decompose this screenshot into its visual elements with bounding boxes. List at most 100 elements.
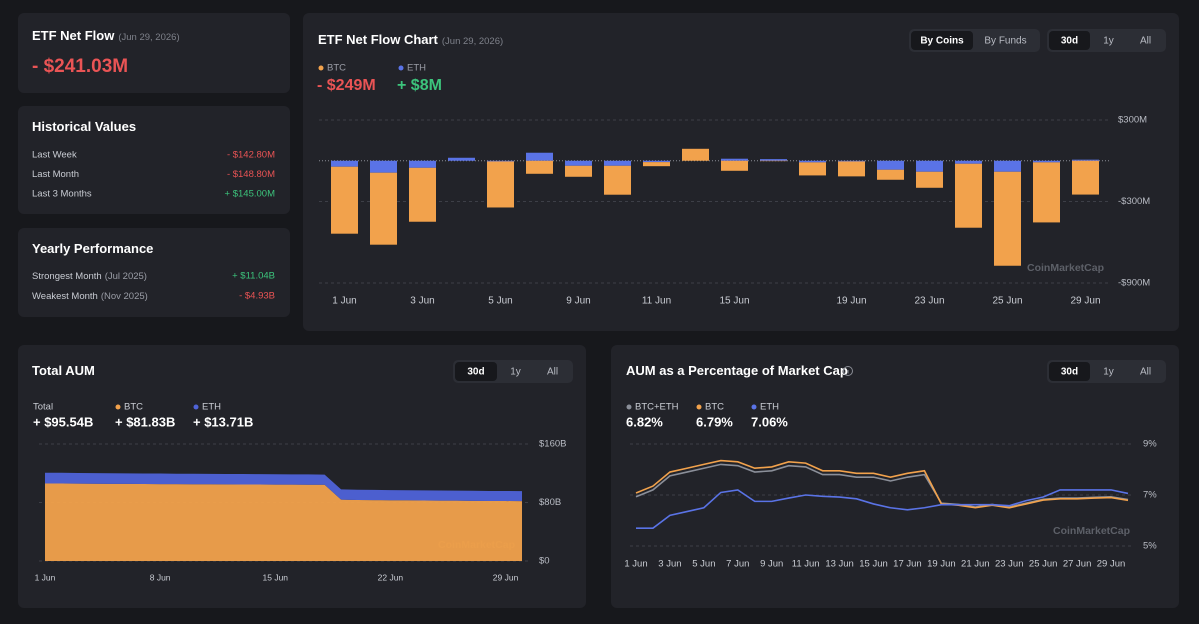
legend-value: 6.82%	[626, 414, 663, 429]
legend-label: Total	[33, 402, 53, 413]
bar-segment	[565, 165, 592, 177]
toggle-button[interactable]: 30d	[467, 367, 484, 378]
row-value: - $4.93B	[239, 291, 275, 302]
legend-dot	[318, 65, 324, 71]
x-tick-label: 5 Jun	[488, 296, 512, 307]
x-tick-label: 13 Jun	[825, 559, 854, 570]
bar-segment	[994, 171, 1021, 266]
bar-segment	[565, 160, 592, 166]
legend-dot	[115, 404, 121, 410]
bar-segment	[877, 169, 904, 180]
watermark: CoinMarketCap	[1027, 262, 1104, 274]
area	[45, 483, 522, 561]
row-label: Last 3 Months	[32, 189, 92, 200]
legend-label: BTC	[705, 402, 724, 413]
x-tick-label: 9 Jun	[760, 559, 783, 570]
x-tick-label: 19 Jun	[927, 559, 956, 570]
bar-segment	[1072, 160, 1099, 195]
x-tick-label: 1 Jun	[35, 572, 56, 582]
x-tick-label: 5 Jun	[692, 559, 715, 570]
legend-value: 7.06%	[751, 414, 788, 429]
legend-value: + $81.83B	[115, 414, 175, 429]
x-tick-label: 11 Jun	[792, 559, 820, 570]
legend-label: ETH	[407, 63, 426, 74]
x-tick-label: 27 Jun	[1063, 559, 1092, 570]
legend-value: + $95.54B	[33, 414, 93, 429]
bar-segment	[955, 160, 982, 164]
legend-dot	[626, 404, 632, 410]
bar-segment	[526, 152, 553, 161]
bar-segment	[799, 160, 826, 163]
bar-segment	[760, 159, 787, 161]
row-value: - $142.80M	[227, 150, 275, 161]
x-tick-label: 29 Jun	[493, 572, 519, 582]
x-tick-label: 15 Jun	[263, 572, 289, 582]
bar-segment	[487, 160, 514, 162]
x-tick-label: 19 Jun	[836, 296, 866, 307]
row-label: Last Month	[32, 169, 79, 180]
bar-segment	[916, 171, 943, 188]
toggle-button[interactable]: 30d	[1061, 36, 1078, 47]
y-tick-label: $300M	[1118, 115, 1147, 126]
legend-dot	[398, 65, 404, 71]
legend-label: BTC+ETH	[635, 402, 679, 413]
legend-dot	[696, 404, 702, 410]
bar-segment	[643, 162, 670, 167]
x-tick-label: 1 Jun	[332, 296, 356, 307]
toggle-button[interactable]: All	[1140, 36, 1151, 47]
selected-button[interactable]	[1049, 31, 1090, 50]
y-tick-label: -$900M	[1118, 278, 1150, 289]
title-text: Yearly Performance	[32, 241, 153, 256]
toggle-button[interactable]: By Coins	[920, 36, 964, 47]
row-label-text: Strongest Month	[32, 271, 102, 282]
x-tick-label: 3 Jun	[410, 296, 434, 307]
y-tick-label: -$300M	[1118, 196, 1150, 207]
toggle-button[interactable]: All	[1140, 367, 1151, 378]
legend-dot	[193, 404, 199, 410]
bar-segment	[877, 160, 904, 170]
legend-value: - $249M	[317, 77, 376, 94]
selected-button[interactable]	[911, 31, 973, 50]
selected-button[interactable]	[455, 362, 497, 381]
panel	[303, 13, 1179, 331]
bar-segment	[1033, 160, 1060, 163]
x-tick-label: 15 Jun	[859, 559, 888, 570]
panel-title: ETF Net Flow Chart (Jun 29, 2026)	[318, 32, 503, 47]
bar-segment	[1033, 162, 1060, 223]
y-tick-label: 7%	[1143, 490, 1157, 501]
panel-title: AUM as a Percentage of Market Cap	[626, 363, 848, 378]
row-label-text: Weakest Month	[32, 291, 98, 302]
legend-value: + $8M	[397, 77, 442, 94]
legend-label: ETH	[760, 402, 779, 413]
panel	[18, 228, 290, 317]
bar-segment	[994, 160, 1021, 172]
selected-button[interactable]	[1049, 362, 1090, 381]
x-tick-label: 17 Jun	[893, 559, 922, 570]
panel-title: Historical Values	[32, 119, 136, 134]
legend-label: BTC	[327, 63, 346, 74]
toggle-button[interactable]: 1y	[1103, 367, 1114, 378]
title-text: Historical Values	[32, 119, 136, 134]
toggle-button[interactable]: 1y	[1103, 36, 1114, 47]
line	[636, 489, 1129, 529]
title-date: (Jun 29, 2026)	[118, 32, 179, 43]
y-tick-label: $0	[539, 556, 550, 567]
bar-segment	[604, 160, 631, 166]
x-tick-label: 7 Jun	[726, 559, 749, 570]
toggle-button[interactable]: 30d	[1061, 367, 1078, 378]
row-label-period: (Nov 2025)	[101, 291, 148, 302]
toggle-button[interactable]: 1y	[510, 367, 521, 378]
toggle-button[interactable]: By Funds	[984, 36, 1026, 47]
bar-segment	[643, 160, 670, 163]
panel	[18, 13, 290, 93]
legend-dot	[751, 404, 757, 410]
x-tick-label: 23 Jun	[995, 559, 1024, 570]
bar-segment	[955, 163, 982, 228]
bar-segment	[721, 158, 748, 161]
row-label: Strongest Month (Jul 2025)	[32, 271, 147, 282]
bar-segment	[838, 161, 865, 177]
row-label-period: (Jul 2025)	[105, 271, 147, 282]
x-tick-label: 23 Jun	[914, 296, 944, 307]
legend-label: BTC	[124, 402, 143, 413]
toggle-button[interactable]: All	[547, 367, 558, 378]
